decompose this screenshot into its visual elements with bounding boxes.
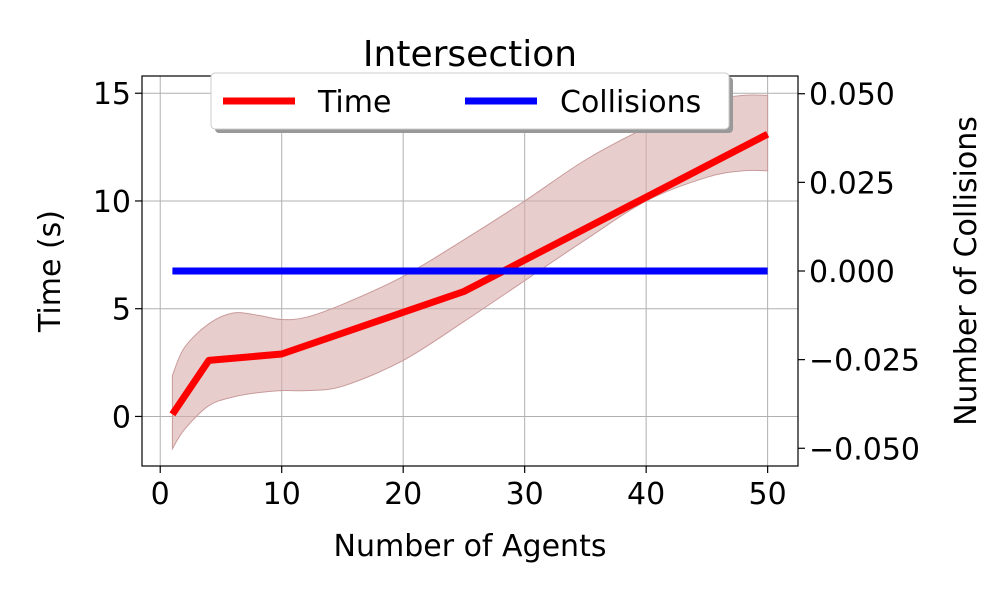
ticks: 0 10 20 30 40 50 0 5 10 15 0.050 0.025 0.000 −0.025 −0… [93, 77, 920, 512]
chart-title: Intersection [363, 34, 577, 75]
x-tick-label: 40 [627, 477, 665, 512]
series-layer [169, 131, 770, 417]
y-tick-label: 0 [112, 400, 131, 435]
x-tick-label: 0 [151, 477, 170, 512]
x-tick-label: 50 [749, 477, 787, 512]
series-line-time [169, 131, 770, 417]
y-tick-label: 5 [112, 293, 131, 328]
y2-tick-label: 0.050 [809, 78, 895, 113]
y-axis-label: Time (s) [33, 210, 68, 333]
legend: Time Collisions [210, 72, 733, 133]
x-tick-label: 10 [263, 477, 301, 512]
y2-tick-label: 0.025 [809, 166, 895, 201]
legend-label-collisions: Collisions [560, 85, 701, 120]
legend-label-time: Time [317, 85, 391, 120]
x-tick-label: 20 [384, 477, 422, 512]
x-tick-label: 30 [506, 477, 544, 512]
y-tick-label: 10 [93, 185, 131, 220]
y2-tick-label: 0.000 [809, 255, 895, 290]
y2-axis-label: Number of Collisions [949, 116, 984, 426]
x-axis-label: Number of Agents [334, 529, 607, 564]
y2-tick-label: −0.025 [809, 344, 920, 379]
y2-tick-label: −0.050 [809, 432, 920, 467]
y-tick-label: 15 [93, 77, 131, 112]
